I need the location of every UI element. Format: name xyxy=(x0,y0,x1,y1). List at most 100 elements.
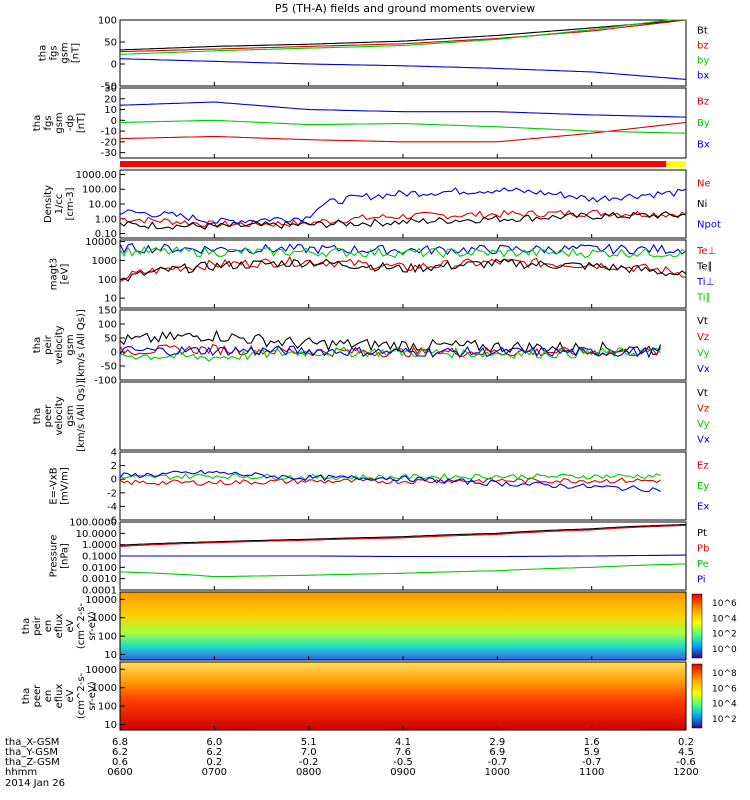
x-tick-value: -0.7 xyxy=(488,757,508,768)
x-row-label: hhmm xyxy=(5,767,37,778)
y-axis-label: thapeerenefluxeV(cm^2-s-sr-eV) xyxy=(21,672,98,719)
series-line-bz xyxy=(119,19,687,53)
legend-bx: bx xyxy=(697,71,709,82)
panel-temperature: 10000 1000 100 10 magt3[eV] Te⊥ Te∥ Ti⊥ Ti∥ xyxy=(49,237,716,309)
y-tick-label: 0 xyxy=(111,348,117,359)
y-tick-label: 0.1000 xyxy=(82,552,117,563)
series-line-Vx xyxy=(119,345,661,359)
panel-efield: 4 2 0 -2 -4 -6 E=-VxB[mV/m] Ez Ey Ex xyxy=(49,448,710,527)
y-tick-label: 0 xyxy=(111,475,117,486)
y-tick-label: -30 xyxy=(101,148,117,159)
series-line-Ti∥ xyxy=(119,245,687,259)
y-tick-label: 100.0000 xyxy=(69,518,117,529)
panel-pressure: 100.000010.00001.00000.10000.01000.00100… xyxy=(49,518,710,597)
panel-peer-spectrogram: 10^8 10^6 10^4 10^2 10000 1000 100 10 thapeerene… xyxy=(21,661,737,731)
y-tick-label: -50 xyxy=(101,362,117,373)
y-tick-label: 100 xyxy=(98,320,117,331)
panel-fgs-gsm: 100 50 0 -50 thafgsgsm[nT] Bt bz by bx xyxy=(38,16,710,93)
legend-Te∥: Te∥ xyxy=(696,261,713,272)
legend-Pt: Pt xyxy=(697,528,707,539)
y-tick-label: 150 xyxy=(98,306,117,317)
x-tick-value: 6.8 xyxy=(112,737,128,748)
colorbar-tick-label: 10^0 xyxy=(712,645,737,655)
legend-Bx: Bx xyxy=(697,139,710,150)
panel-peir-velocity: 150 100 50 0 -50 -100 thapeirvelocitygsm[km/s … xyxy=(32,306,710,387)
y-tick-label: 10 xyxy=(104,650,117,661)
legend-By: By xyxy=(697,118,710,129)
x-row-label: tha_X-GSM xyxy=(5,737,59,748)
y-tick-label: 0.0010 xyxy=(82,574,117,585)
y-tick-label: 10000 xyxy=(85,237,117,248)
y-tick-label: -20 xyxy=(101,137,117,148)
y-axis-label: E=-VxB[mV/m] xyxy=(49,467,71,505)
y-tick-label: -50 xyxy=(101,82,117,93)
legend-Ex: Ex xyxy=(697,502,709,513)
y-tick-label: 0.10 xyxy=(95,229,117,240)
legend-Vy: Vy xyxy=(697,348,710,359)
y-tick-label: 10000 xyxy=(85,665,117,676)
y-tick-label: -4 xyxy=(107,502,117,513)
y-tick-label: 1.0000 xyxy=(82,540,117,551)
panel-frame xyxy=(119,169,687,239)
legend-Vt: Vt xyxy=(697,388,708,399)
colorbar-tick-label: 10^2 xyxy=(712,715,737,725)
x-tick-value: -0.7 xyxy=(582,757,602,768)
y-tick-label: -10 xyxy=(101,127,117,138)
legend-Vx: Vx xyxy=(697,364,710,375)
x-tick-value: 0900 xyxy=(390,767,415,778)
y-tick-label: 10 xyxy=(104,720,117,731)
y-axis-label: thafgsgsm[nT] xyxy=(38,42,82,63)
x-tick-value: 6.2 xyxy=(206,747,222,758)
y-axis-label: thapeervelocitygsm[km/s (All Qs)] xyxy=(32,380,87,452)
x-axis-annotations: tha_X-GSM 6.8 6.0 5.1 4.1 2.9 1.6 0.2 tha_Y-GSM 6… xyxy=(5,82,699,778)
y-tick-label: 10 xyxy=(104,294,117,305)
x-row-label: tha_Y-GSM xyxy=(5,747,58,758)
x-tick-value: 7.6 xyxy=(395,747,411,758)
x-tick-value: -0.2 xyxy=(299,757,319,768)
y-tick-label: 100 xyxy=(98,702,117,713)
y-tick-label: 1000 xyxy=(92,683,117,694)
x-tick-value: 5.1 xyxy=(301,737,317,748)
date-label: 2014 Jan 26 xyxy=(5,778,65,789)
legend-Ni: Ni xyxy=(697,199,707,210)
panel-peir-spectrogram: 10^6 10^4 10^2 10^0 10000 1000 100 10 thapeirene… xyxy=(21,591,737,661)
panel-frame xyxy=(119,239,687,309)
x-tick-value: 4.5 xyxy=(678,747,694,758)
y-tick-label: 2 xyxy=(111,461,117,472)
series-line-Bt xyxy=(119,19,687,51)
y-axis-label: thapeirvelocitygsm[km/s (All Qs)] xyxy=(32,309,87,381)
x-tick-value: 4.1 xyxy=(395,737,411,748)
legend-Vx: Vx xyxy=(697,434,710,445)
series-line-Pb xyxy=(119,524,687,547)
x-tick-value: 0.6 xyxy=(112,757,128,768)
y-tick-label: 20 xyxy=(104,94,117,105)
legend-Ez: Ez xyxy=(697,460,709,471)
legend-Ti⊥: Ti⊥ xyxy=(696,277,714,288)
panel-peer-velocity: thapeervelocitygsm[km/s (All Qs)] Vt Vz Vy V… xyxy=(32,380,710,452)
y-tick-label: -2 xyxy=(107,488,117,499)
x-tick-value: 5.9 xyxy=(584,747,600,758)
colorbar-tick-label: 10^4 xyxy=(712,614,737,624)
y-tick-label: 4 xyxy=(111,448,117,459)
x-tick-value: 7.0 xyxy=(301,747,317,758)
x-tick-value: 0.2 xyxy=(206,757,222,768)
series-line-Pe xyxy=(119,563,687,578)
y-tick-label: 100 xyxy=(98,16,117,27)
legend-Pb: Pb xyxy=(697,543,709,554)
series-line-Npot xyxy=(119,187,687,225)
y-tick-label: 1000 xyxy=(92,613,117,624)
series-line-Ey xyxy=(119,473,661,481)
y-axis-label: Density1/cc[cm-3] xyxy=(43,185,76,223)
colorbar-tick-label: 10^2 xyxy=(712,630,737,640)
y-axis-label: Pressure[nPa] xyxy=(49,535,71,578)
series-line-Pt xyxy=(119,523,687,546)
x-row-label: tha_Z-GSM xyxy=(5,757,60,768)
legend-Vz: Vz xyxy=(697,332,709,343)
legend-Ne: Ne xyxy=(697,178,711,189)
colorbar-tick-label: 10^6 xyxy=(712,599,737,609)
y-tick-label: 10.0000 xyxy=(76,529,117,540)
legend-bz: bz xyxy=(697,41,709,52)
spectrogram-fill xyxy=(120,662,686,730)
series-line-Bz xyxy=(119,121,687,143)
y-tick-label: 1.00 xyxy=(95,214,117,225)
